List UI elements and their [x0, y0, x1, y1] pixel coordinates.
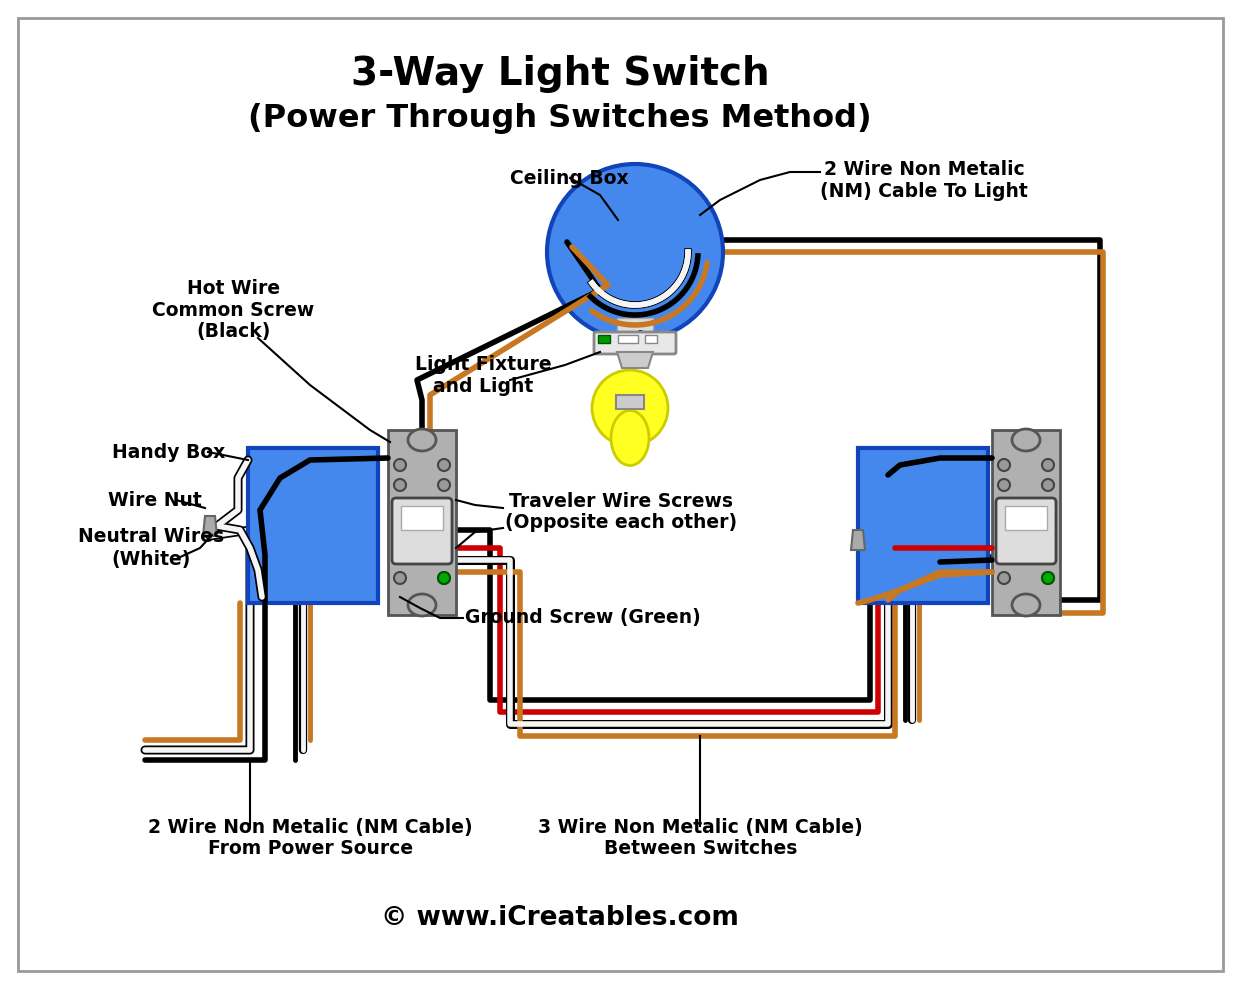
- Text: Ground Screw (Green): Ground Screw (Green): [465, 608, 701, 627]
- Circle shape: [438, 572, 450, 584]
- Ellipse shape: [1011, 429, 1040, 451]
- Circle shape: [393, 479, 406, 491]
- Text: Hot Wire
Common Screw
(Black): Hot Wire Common Screw (Black): [151, 279, 314, 341]
- Bar: [388, 430, 455, 615]
- Text: Handy Box: Handy Box: [112, 442, 226, 462]
- Ellipse shape: [408, 429, 436, 451]
- Polygon shape: [617, 352, 653, 368]
- Circle shape: [1042, 572, 1054, 584]
- Bar: [645, 335, 656, 343]
- Circle shape: [1042, 459, 1054, 471]
- Circle shape: [998, 479, 1010, 491]
- Text: Neutral Wires
(White): Neutral Wires (White): [78, 527, 225, 569]
- FancyBboxPatch shape: [997, 498, 1056, 564]
- Circle shape: [998, 459, 1010, 471]
- Circle shape: [393, 572, 406, 584]
- Ellipse shape: [1011, 594, 1040, 616]
- Text: Ceiling Box: Ceiling Box: [510, 168, 629, 188]
- Text: 3 Wire Non Metalic (NM Cable)
Between Switches: 3 Wire Non Metalic (NM Cable) Between Sw…: [539, 818, 862, 858]
- Circle shape: [592, 370, 668, 446]
- Text: © www.iCreatables.com: © www.iCreatables.com: [381, 905, 738, 931]
- Text: 3-Way Light Switch: 3-Way Light Switch: [351, 55, 769, 93]
- Ellipse shape: [408, 594, 436, 616]
- Circle shape: [998, 549, 1010, 561]
- Circle shape: [998, 572, 1010, 584]
- Circle shape: [438, 549, 450, 561]
- Text: 2 Wire Non Metalic (NM Cable)
From Power Source: 2 Wire Non Metalic (NM Cable) From Power…: [148, 818, 473, 858]
- FancyBboxPatch shape: [594, 332, 676, 354]
- Circle shape: [393, 459, 406, 471]
- Bar: [1005, 506, 1047, 530]
- Text: Light Fixture
and Light: Light Fixture and Light: [414, 354, 552, 396]
- Ellipse shape: [611, 410, 649, 466]
- FancyBboxPatch shape: [392, 498, 452, 564]
- Circle shape: [1042, 479, 1054, 491]
- Circle shape: [438, 572, 450, 584]
- Circle shape: [438, 479, 450, 491]
- Bar: [617, 318, 653, 336]
- Bar: [858, 448, 988, 603]
- Bar: [598, 335, 611, 343]
- Text: 2 Wire Non Metalic
(NM) Cable To Light: 2 Wire Non Metalic (NM) Cable To Light: [820, 159, 1028, 201]
- Circle shape: [547, 164, 724, 340]
- Bar: [992, 430, 1060, 615]
- Polygon shape: [204, 516, 217, 536]
- Polygon shape: [851, 530, 865, 550]
- Circle shape: [438, 459, 450, 471]
- Circle shape: [1042, 549, 1054, 561]
- Bar: [618, 335, 638, 343]
- Text: (Power Through Switches Method): (Power Through Switches Method): [248, 103, 872, 134]
- Bar: [616, 395, 644, 409]
- Circle shape: [1042, 572, 1054, 584]
- Bar: [401, 506, 443, 530]
- Bar: [248, 448, 379, 603]
- Text: Traveler Wire Screws
(Opposite each other): Traveler Wire Screws (Opposite each othe…: [505, 492, 737, 532]
- Text: Wire Nut: Wire Nut: [108, 491, 202, 509]
- Circle shape: [393, 549, 406, 561]
